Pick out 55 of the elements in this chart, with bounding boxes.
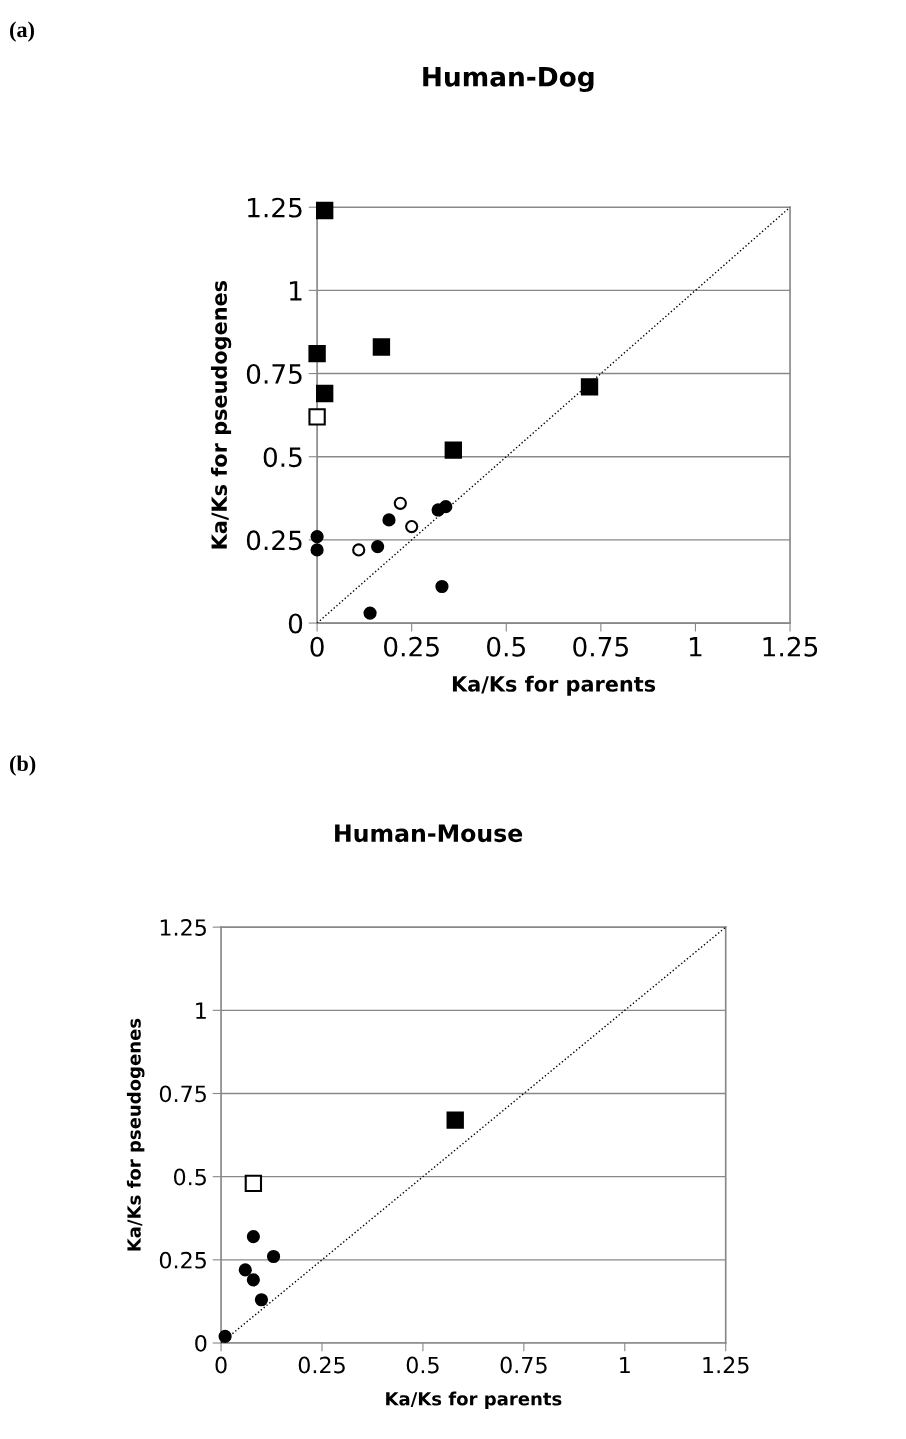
- x-tick-label: 1: [689, 637, 702, 657]
- point: [371, 539, 385, 554]
- x-tick-label: 0.25: [384, 636, 439, 657]
- point: [244, 1174, 263, 1192]
- y-tick-label: 1: [290, 281, 302, 301]
- point: [382, 513, 396, 527]
- y-tick-label: 0.5: [263, 447, 302, 468]
- y-tick-label: 0.25: [246, 530, 302, 551]
- text: (b): [10, 755, 36, 776]
- x-tick-label: 1.25: [763, 636, 818, 657]
- x-tick-label: 0.75: [573, 636, 628, 657]
- y-tick-label: 0.75: [159, 1085, 206, 1103]
- point: [308, 344, 326, 363]
- x-tick-label: 0.5: [487, 636, 525, 657]
- point: [266, 1249, 281, 1264]
- point: [372, 338, 391, 356]
- point: [310, 543, 324, 557]
- point: [218, 1329, 232, 1343]
- chart-title: Human-Dog: [423, 67, 594, 93]
- y-tick-label: 1: [196, 1002, 206, 1019]
- x-tick-label: 0.75: [500, 1356, 547, 1374]
- point: [580, 378, 599, 396]
- point: [352, 543, 366, 557]
- point: [254, 1293, 269, 1307]
- point: [246, 1273, 260, 1287]
- y-tick-label: 0: [195, 1334, 207, 1352]
- point: [444, 441, 462, 459]
- text: (a): [10, 21, 34, 42]
- x-tick-label: 0.5: [406, 1356, 439, 1374]
- y-tick-label: 0.25: [159, 1251, 206, 1269]
- y-tick-label: 1.25: [160, 919, 206, 936]
- point: [405, 520, 419, 534]
- y-tick-label: 0: [288, 613, 303, 634]
- y-tick-label: 1.25: [248, 197, 302, 218]
- point: [315, 201, 334, 220]
- x-tick-label: 0: [310, 636, 324, 657]
- x-axis-title: Ka/Ks for parents: [386, 1391, 562, 1410]
- y-axis-title: Ka/Ks for pseudogenes: [126, 1018, 145, 1251]
- point: [393, 496, 407, 510]
- point: [363, 606, 377, 620]
- y-tick-label: 0.5: [173, 1168, 206, 1186]
- x-tick-label: 1: [620, 1356, 630, 1374]
- point: [435, 579, 449, 594]
- point: [246, 1229, 260, 1244]
- point: [315, 384, 334, 403]
- x-tick-label: 0: [215, 1356, 227, 1374]
- x-axis-title: Ka/Ks for parents: [452, 675, 656, 696]
- point: [439, 500, 453, 514]
- y-tick-label: 0.75: [246, 364, 302, 384]
- point: [446, 1111, 464, 1129]
- y-axis-title: Ka/Ks for pseudogenes: [210, 280, 232, 549]
- x-tick-label: 1.25: [703, 1356, 749, 1374]
- point: [238, 1263, 252, 1277]
- chart-title: Human-Mouse: [335, 824, 523, 843]
- point: [308, 408, 326, 426]
